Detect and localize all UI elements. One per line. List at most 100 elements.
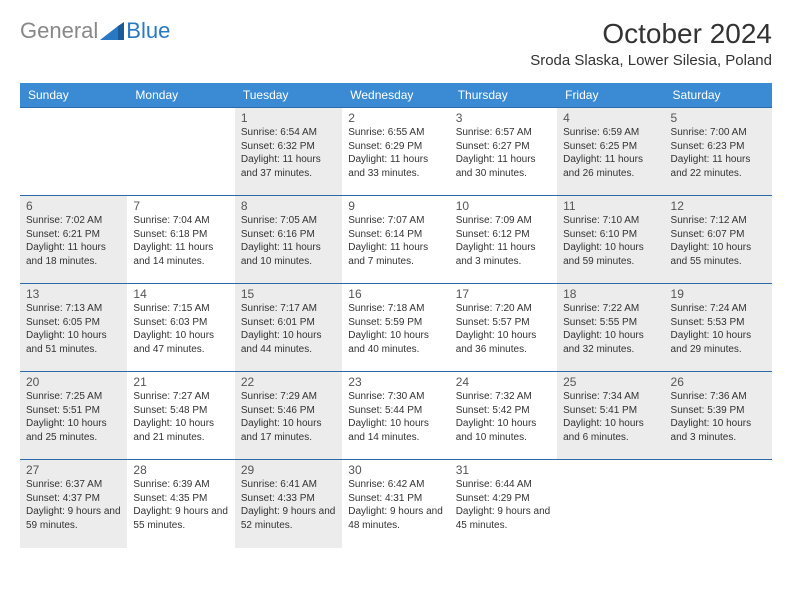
day-number: 5 bbox=[671, 111, 766, 125]
calendar-cell: 3Sunrise: 6:57 AMSunset: 6:27 PMDaylight… bbox=[450, 108, 557, 196]
day-detail: Sunrise: 7:36 AMSunset: 5:39 PMDaylight:… bbox=[671, 390, 766, 444]
calendar-cell: 20Sunrise: 7:25 AMSunset: 5:51 PMDayligh… bbox=[20, 372, 127, 460]
day-detail: Sunrise: 7:25 AMSunset: 5:51 PMDaylight:… bbox=[26, 390, 121, 444]
logo-text-blue: Blue bbox=[126, 18, 170, 44]
day-number: 13 bbox=[26, 287, 121, 301]
day-number: 3 bbox=[456, 111, 551, 125]
day-number: 26 bbox=[671, 375, 766, 389]
day-number: 19 bbox=[671, 287, 766, 301]
day-number: 15 bbox=[241, 287, 336, 301]
day-number: 12 bbox=[671, 199, 766, 213]
day-number: 21 bbox=[133, 375, 228, 389]
day-detail: Sunrise: 7:07 AMSunset: 6:14 PMDaylight:… bbox=[348, 214, 443, 268]
calendar-week: 6Sunrise: 7:02 AMSunset: 6:21 PMDaylight… bbox=[20, 196, 772, 284]
day-number: 2 bbox=[348, 111, 443, 125]
calendar-table: Sunday Monday Tuesday Wednesday Thursday… bbox=[20, 83, 772, 548]
calendar-cell: 17Sunrise: 7:20 AMSunset: 5:57 PMDayligh… bbox=[450, 284, 557, 372]
day-number: 22 bbox=[241, 375, 336, 389]
calendar-cell: 12Sunrise: 7:12 AMSunset: 6:07 PMDayligh… bbox=[665, 196, 772, 284]
calendar-cell: 21Sunrise: 7:27 AMSunset: 5:48 PMDayligh… bbox=[127, 372, 234, 460]
calendar-cell: 19Sunrise: 7:24 AMSunset: 5:53 PMDayligh… bbox=[665, 284, 772, 372]
day-detail: Sunrise: 6:42 AMSunset: 4:31 PMDaylight:… bbox=[348, 478, 443, 532]
calendar-cell: 31Sunrise: 6:44 AMSunset: 4:29 PMDayligh… bbox=[450, 460, 557, 548]
day-number: 9 bbox=[348, 199, 443, 213]
logo: General Blue bbox=[20, 18, 170, 44]
calendar-cell: 2Sunrise: 6:55 AMSunset: 6:29 PMDaylight… bbox=[342, 108, 449, 196]
calendar-week: 1Sunrise: 6:54 AMSunset: 6:32 PMDaylight… bbox=[20, 108, 772, 196]
calendar-cell: 25Sunrise: 7:34 AMSunset: 5:41 PMDayligh… bbox=[557, 372, 664, 460]
day-detail: Sunrise: 6:57 AMSunset: 6:27 PMDaylight:… bbox=[456, 126, 551, 180]
col-monday: Monday bbox=[127, 83, 234, 108]
day-detail: Sunrise: 7:05 AMSunset: 6:16 PMDaylight:… bbox=[241, 214, 336, 268]
triangle-icon bbox=[100, 22, 124, 40]
day-detail: Sunrise: 7:34 AMSunset: 5:41 PMDaylight:… bbox=[563, 390, 658, 444]
col-thursday: Thursday bbox=[450, 83, 557, 108]
day-detail: Sunrise: 6:41 AMSunset: 4:33 PMDaylight:… bbox=[241, 478, 336, 532]
day-detail: Sunrise: 7:32 AMSunset: 5:42 PMDaylight:… bbox=[456, 390, 551, 444]
day-detail: Sunrise: 6:39 AMSunset: 4:35 PMDaylight:… bbox=[133, 478, 228, 532]
day-detail: Sunrise: 7:22 AMSunset: 5:55 PMDaylight:… bbox=[563, 302, 658, 356]
day-detail: Sunrise: 7:09 AMSunset: 6:12 PMDaylight:… bbox=[456, 214, 551, 268]
col-sunday: Sunday bbox=[20, 83, 127, 108]
day-detail: Sunrise: 7:13 AMSunset: 6:05 PMDaylight:… bbox=[26, 302, 121, 356]
calendar-cell: 16Sunrise: 7:18 AMSunset: 5:59 PMDayligh… bbox=[342, 284, 449, 372]
day-number: 18 bbox=[563, 287, 658, 301]
day-number: 7 bbox=[133, 199, 228, 213]
day-detail: Sunrise: 7:18 AMSunset: 5:59 PMDaylight:… bbox=[348, 302, 443, 356]
calendar-cell: 1Sunrise: 6:54 AMSunset: 6:32 PMDaylight… bbox=[235, 108, 342, 196]
header: General Blue October 2024 Sroda Slaska, … bbox=[20, 18, 772, 69]
day-number: 29 bbox=[241, 463, 336, 477]
calendar-week: 20Sunrise: 7:25 AMSunset: 5:51 PMDayligh… bbox=[20, 372, 772, 460]
calendar-cell bbox=[665, 460, 772, 548]
day-detail: Sunrise: 7:00 AMSunset: 6:23 PMDaylight:… bbox=[671, 126, 766, 180]
calendar-cell bbox=[127, 108, 234, 196]
day-number: 24 bbox=[456, 375, 551, 389]
day-number: 31 bbox=[456, 463, 551, 477]
calendar-week: 13Sunrise: 7:13 AMSunset: 6:05 PMDayligh… bbox=[20, 284, 772, 372]
calendar-cell: 10Sunrise: 7:09 AMSunset: 6:12 PMDayligh… bbox=[450, 196, 557, 284]
day-detail: Sunrise: 7:04 AMSunset: 6:18 PMDaylight:… bbox=[133, 214, 228, 268]
logo-text-gray: General bbox=[20, 18, 98, 44]
day-number: 4 bbox=[563, 111, 658, 125]
day-detail: Sunrise: 7:24 AMSunset: 5:53 PMDaylight:… bbox=[671, 302, 766, 356]
day-detail: Sunrise: 7:15 AMSunset: 6:03 PMDaylight:… bbox=[133, 302, 228, 356]
day-detail: Sunrise: 6:37 AMSunset: 4:37 PMDaylight:… bbox=[26, 478, 121, 532]
calendar-cell: 6Sunrise: 7:02 AMSunset: 6:21 PMDaylight… bbox=[20, 196, 127, 284]
calendar-cell: 5Sunrise: 7:00 AMSunset: 6:23 PMDaylight… bbox=[665, 108, 772, 196]
day-number: 17 bbox=[456, 287, 551, 301]
day-detail: Sunrise: 6:54 AMSunset: 6:32 PMDaylight:… bbox=[241, 126, 336, 180]
day-number: 16 bbox=[348, 287, 443, 301]
calendar-cell: 24Sunrise: 7:32 AMSunset: 5:42 PMDayligh… bbox=[450, 372, 557, 460]
calendar-cell: 27Sunrise: 6:37 AMSunset: 4:37 PMDayligh… bbox=[20, 460, 127, 548]
calendar-cell: 18Sunrise: 7:22 AMSunset: 5:55 PMDayligh… bbox=[557, 284, 664, 372]
day-detail: Sunrise: 6:44 AMSunset: 4:29 PMDaylight:… bbox=[456, 478, 551, 532]
day-detail: Sunrise: 7:02 AMSunset: 6:21 PMDaylight:… bbox=[26, 214, 121, 268]
day-number: 20 bbox=[26, 375, 121, 389]
day-number: 27 bbox=[26, 463, 121, 477]
day-detail: Sunrise: 7:12 AMSunset: 6:07 PMDaylight:… bbox=[671, 214, 766, 268]
day-detail: Sunrise: 7:20 AMSunset: 5:57 PMDaylight:… bbox=[456, 302, 551, 356]
calendar-cell: 4Sunrise: 6:59 AMSunset: 6:25 PMDaylight… bbox=[557, 108, 664, 196]
calendar-cell: 7Sunrise: 7:04 AMSunset: 6:18 PMDaylight… bbox=[127, 196, 234, 284]
header-row: Sunday Monday Tuesday Wednesday Thursday… bbox=[20, 83, 772, 108]
day-detail: Sunrise: 7:27 AMSunset: 5:48 PMDaylight:… bbox=[133, 390, 228, 444]
calendar-cell: 23Sunrise: 7:30 AMSunset: 5:44 PMDayligh… bbox=[342, 372, 449, 460]
day-detail: Sunrise: 6:59 AMSunset: 6:25 PMDaylight:… bbox=[563, 126, 658, 180]
day-detail: Sunrise: 6:55 AMSunset: 6:29 PMDaylight:… bbox=[348, 126, 443, 180]
calendar-cell bbox=[20, 108, 127, 196]
calendar-cell: 13Sunrise: 7:13 AMSunset: 6:05 PMDayligh… bbox=[20, 284, 127, 372]
month-title: October 2024 bbox=[530, 18, 772, 50]
calendar-cell: 8Sunrise: 7:05 AMSunset: 6:16 PMDaylight… bbox=[235, 196, 342, 284]
calendar-cell: 15Sunrise: 7:17 AMSunset: 6:01 PMDayligh… bbox=[235, 284, 342, 372]
calendar-cell: 26Sunrise: 7:36 AMSunset: 5:39 PMDayligh… bbox=[665, 372, 772, 460]
day-detail: Sunrise: 7:30 AMSunset: 5:44 PMDaylight:… bbox=[348, 390, 443, 444]
calendar-cell: 29Sunrise: 6:41 AMSunset: 4:33 PMDayligh… bbox=[235, 460, 342, 548]
calendar-cell: 22Sunrise: 7:29 AMSunset: 5:46 PMDayligh… bbox=[235, 372, 342, 460]
calendar-cell: 9Sunrise: 7:07 AMSunset: 6:14 PMDaylight… bbox=[342, 196, 449, 284]
day-number: 1 bbox=[241, 111, 336, 125]
day-number: 14 bbox=[133, 287, 228, 301]
day-detail: Sunrise: 7:17 AMSunset: 6:01 PMDaylight:… bbox=[241, 302, 336, 356]
calendar-cell bbox=[557, 460, 664, 548]
day-detail: Sunrise: 7:29 AMSunset: 5:46 PMDaylight:… bbox=[241, 390, 336, 444]
calendar-cell: 30Sunrise: 6:42 AMSunset: 4:31 PMDayligh… bbox=[342, 460, 449, 548]
